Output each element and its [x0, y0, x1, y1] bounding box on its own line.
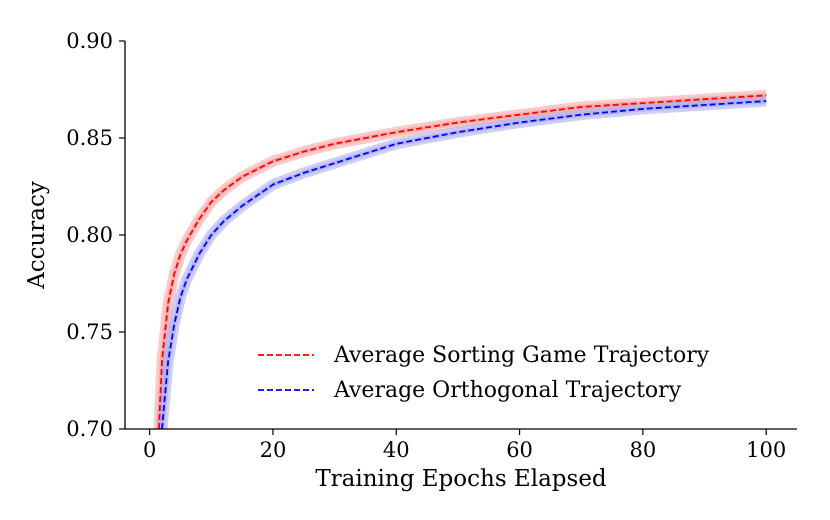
y-ticks: 0.70 0.75 0.80 0.85 0.90	[66, 29, 125, 441]
x-tick-label: 100	[746, 438, 786, 462]
x-tick-label: 80	[630, 438, 657, 462]
y-tick-label: 0.80	[66, 223, 113, 247]
x-tick-label: 20	[260, 438, 287, 462]
legend-label: Average Orthogonal Trajectory	[333, 378, 682, 403]
y-axis-label: Accuracy	[24, 181, 50, 290]
series-lines	[158, 94, 767, 429]
series-line	[161, 100, 767, 429]
y-tick-label: 0.75	[66, 320, 113, 344]
legend: Average Sorting Game Trajectory Average O…	[258, 343, 710, 403]
y-tick-label: 0.90	[66, 29, 113, 53]
x-axis-label: Training Epochs Elapsed	[315, 466, 607, 492]
x-ticks: 0 20 40 60 80 100	[143, 429, 786, 462]
y-tick-label: 0.70	[66, 417, 113, 441]
y-tick-label: 0.85	[66, 126, 113, 150]
series-line	[158, 94, 767, 429]
x-tick-label: 40	[383, 438, 410, 462]
x-tick-label: 60	[506, 438, 533, 462]
x-tick-label: 0	[143, 438, 156, 462]
legend-label: Average Sorting Game Trajectory	[333, 343, 710, 368]
